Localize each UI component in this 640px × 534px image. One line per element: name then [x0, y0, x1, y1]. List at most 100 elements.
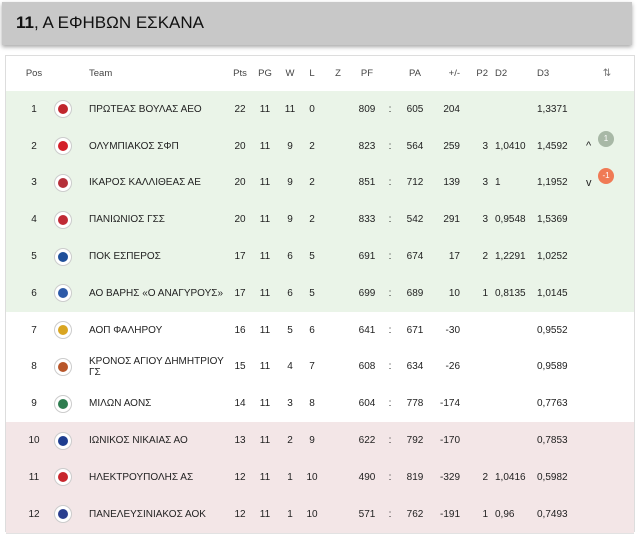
- row-point-diff: -26: [445, 361, 460, 373]
- row-p2: 2: [482, 471, 488, 483]
- row-points: 16: [234, 324, 246, 336]
- team-name-link[interactable]: ΠΑΝΙΩΝΙΟΣ ΓΣΣ: [89, 214, 165, 226]
- row-d3: 0,5982: [537, 471, 568, 483]
- table-row[interactable]: 4 ΠΑΝΙΩΝΙΟΣ ΓΣΣ 20 11 9 2 833: 542 291 3 0,9548 1,5…: [6, 201, 634, 240]
- team-name-link[interactable]: ΑΟΠ ΦΑΛΗΡΟΥ: [89, 324, 163, 336]
- team-logo-icon: [54, 137, 72, 156]
- row-points: 22: [234, 103, 246, 115]
- team-logo-cell: [51, 385, 75, 422]
- row-points-against: 634: [406, 361, 424, 373]
- table-row[interactable]: 12 ΠΑΝΕΛΕΥΣΙΝΙΑΚΟΣ ΑΟΚ 12 11 1 10 571:762 -191 1…: [6, 495, 634, 534]
- sort-toggle-icon[interactable]: ⇅: [582, 56, 632, 91]
- table-row[interactable]: 6 ΑΟ ΒΑΡΗΣ «Ο ΑΝΑΓΥΡΟΥΣ» 17 11 6 5 699: 689 10 1 0…: [6, 275, 634, 313]
- row-points-for: 699: [358, 287, 376, 299]
- row-losses: 10: [306, 471, 318, 483]
- row-d3: 1,3371: [537, 103, 568, 115]
- row-wins: 1: [287, 471, 293, 483]
- team-logo-cell: [51, 312, 75, 349]
- team-name-link[interactable]: ΠΑΝΕΛΕΥΣΙΝΙΑΚΟΣ ΑΟΚ: [89, 508, 206, 520]
- row-points-against: 792: [406, 435, 424, 447]
- col-pf-header[interactable]: PF: [360, 68, 374, 79]
- table-row[interactable]: 11 ΗΛΕΚΤΡΟΥΠΟΛΗΣ ΑΣ 12 11 1 10 490:819 -329 2 1,0…: [6, 459, 634, 497]
- table-row[interactable]: 2 ΟΛΥΜΠΙΑΚΟΣ ΣΦΠ 20 11 9 2 823: 564 259 3 1,0410 1,…: [6, 127, 634, 166]
- position-change-badge: -1: [598, 167, 614, 184]
- row-points-for: 823: [358, 140, 376, 152]
- position-change-badge: 1: [598, 130, 614, 147]
- team-name-link[interactable]: ΟΛΥΜΠΙΑΚΟΣ ΣΦΠ: [89, 140, 179, 152]
- row-position: 6: [31, 287, 37, 299]
- col-w-header[interactable]: W: [285, 68, 295, 79]
- team-logo-icon: [54, 247, 72, 266]
- row-d2: 0,9548: [495, 214, 526, 226]
- team-logo-icon: [54, 468, 72, 487]
- team-name-link[interactable]: ΙΩΝΙΚΟΣ ΝΙΚΑΙΑΣ ΑΟ: [89, 435, 188, 447]
- row-z: [328, 349, 348, 386]
- team-name-link[interactable]: ΙΚΑΡΟΣ ΚΑΛΛΙΘΕΑΣ ΑΕ: [89, 177, 201, 189]
- row-position: 4: [31, 214, 37, 226]
- team-logo-icon: [54, 173, 72, 192]
- row-point-diff: 291: [443, 214, 460, 226]
- team-logo-cell: [51, 238, 75, 275]
- team-name-link[interactable]: ΗΛΕΚΤΡΟΥΠΟΛΗΣ ΑΣ: [89, 471, 194, 483]
- team-name-link[interactable]: ΜΙΛΩΝ ΑΟΝΣ: [89, 398, 152, 410]
- row-points-against: 778: [406, 398, 424, 410]
- row-p2: [466, 91, 488, 128]
- table-row[interactable]: 10 ΙΩΝΙΚΟΣ ΝΙΚΑΙΑΣ ΑΟ 13 11 2 9 622: 792 -170 0,7…: [6, 422, 634, 460]
- row-points-for: 809: [358, 103, 376, 115]
- row-p2: 1: [482, 508, 488, 520]
- row-points-for: 490: [358, 471, 376, 483]
- row-points: 20: [234, 214, 246, 226]
- table-row[interactable]: 9 ΜΙΛΩΝ ΑΟΝΣ 14 11 3 8 604: 778 -174 0,7763: [6, 385, 634, 424]
- row-d2: [495, 385, 535, 422]
- col-d3-header[interactable]: D3: [537, 68, 550, 79]
- table-row[interactable]: 1 ΠΡΩΤΕΑΣ ΒΟΥΛΑΣ ΑΕΟ 22 11 11 0 809: 605 204 1,33…: [6, 91, 634, 129]
- row-z: [328, 459, 348, 496]
- row-z: [328, 312, 348, 349]
- col-p2-header[interactable]: P2: [476, 68, 488, 79]
- row-point-diff: 259: [443, 140, 460, 152]
- row-games-played: 11: [259, 177, 271, 189]
- row-losses: 7: [309, 361, 315, 373]
- col-pos-header[interactable]: Pos: [25, 68, 43, 79]
- team-logo-icon: [54, 321, 72, 340]
- col-l-header[interactable]: L: [309, 68, 315, 79]
- table-row[interactable]: 3 ΙΚΑΡΟΣ ΚΑΛΛΙΘΕΑΣ ΑΕ 20 11 9 2 851:712 139 3 1 1,…: [6, 164, 634, 203]
- row-points: 12: [234, 471, 246, 483]
- row-wins: 3: [287, 398, 293, 410]
- col-d2-header[interactable]: D2: [495, 68, 508, 79]
- row-z: [328, 385, 348, 422]
- team-name-link[interactable]: ΠΟΚ ΕΣΠΕΡΟΣ: [89, 251, 161, 263]
- col-diff-header[interactable]: +/-: [448, 68, 460, 79]
- row-points-for: 608: [358, 361, 376, 373]
- row-z: [328, 165, 348, 202]
- row-wins: 9: [287, 177, 293, 189]
- col-pg-header[interactable]: PG: [258, 68, 272, 79]
- col-z-header[interactable]: Z: [335, 68, 341, 79]
- team-logo-cell: [51, 91, 75, 128]
- col-team-header[interactable]: Team: [89, 68, 113, 79]
- row-games-played: 11: [259, 324, 271, 336]
- row-games-played: 11: [259, 361, 271, 373]
- team-name-link[interactable]: ΠΡΩΤΕΑΣ ΒΟΥΛΑΣ ΑΕΟ: [89, 103, 202, 115]
- team-name-link[interactable]: ΑΟ ΒΑΡΗΣ «Ο ΑΝΑΓΥΡΟΥΣ»: [89, 287, 224, 299]
- row-losses: 5: [309, 251, 315, 263]
- row-points: 13: [234, 435, 246, 447]
- table-row[interactable]: 7 ΑΟΠ ΦΑΛΗΡΟΥ 16 11 5 6 641: 671 -30 0,9552: [6, 311, 634, 350]
- col-pts-header[interactable]: Pts: [233, 68, 247, 79]
- row-score-separator: :: [388, 398, 392, 410]
- row-score-separator: :: [388, 324, 392, 336]
- col-pa-header[interactable]: PA: [409, 68, 421, 79]
- row-point-diff: -329: [439, 471, 460, 483]
- row-p2: 3: [482, 177, 488, 189]
- row-wins: 6: [287, 251, 293, 263]
- sort-icon[interactable]: ⇅: [602, 68, 612, 79]
- table-row[interactable]: 5 ΠΟΚ ΕΣΠΕΡΟΣ 17 11 6 5 691: 674 17 2 1,2291 1,0252: [6, 238, 634, 276]
- row-points-for: 604: [358, 398, 376, 410]
- table-row[interactable]: 8 ΚΡΟΝΟΣ ΑΓΙΟΥ ΔΗΜΗΤΡΙΟΥ ΓΣ 15 11 4 7 608: 634 -…: [6, 348, 634, 387]
- team-logo-cell: [51, 422, 75, 459]
- team-name-link[interactable]: ΚΡΟΝΟΣ ΑΓΙΟΥ ΔΗΜΗΤΡΙΟΥ ΓΣ: [89, 355, 224, 378]
- row-points: 17: [234, 287, 246, 299]
- row-wins: 11: [284, 103, 296, 115]
- row-score-separator: :: [388, 103, 392, 115]
- row-wins: 9: [287, 140, 293, 152]
